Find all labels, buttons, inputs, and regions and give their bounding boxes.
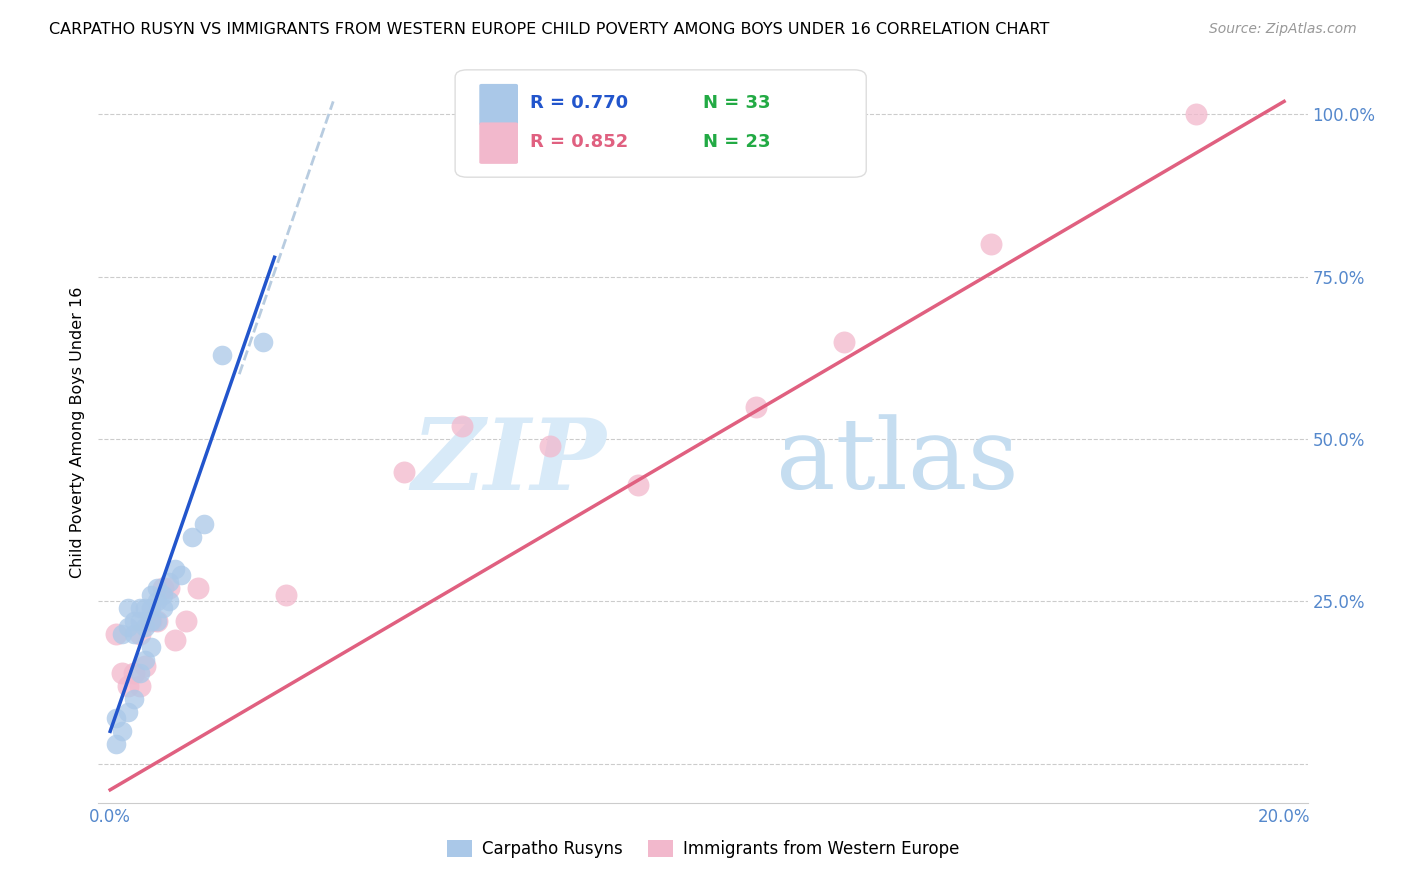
Point bbox=[134, 653, 156, 667]
Text: CARPATHO RUSYN VS IMMIGRANTS FROM WESTERN EUROPE CHILD POVERTY AMONG BOYS UNDER : CARPATHO RUSYN VS IMMIGRANTS FROM WESTER… bbox=[49, 22, 1050, 37]
Text: ZIP: ZIP bbox=[412, 414, 606, 510]
Text: N = 23: N = 23 bbox=[703, 133, 770, 151]
Point bbox=[111, 665, 134, 680]
Point bbox=[152, 582, 174, 596]
Text: R = 0.770: R = 0.770 bbox=[530, 95, 628, 112]
Point bbox=[122, 665, 145, 680]
Y-axis label: Child Poverty Among Boys Under 16: Child Poverty Among Boys Under 16 bbox=[69, 287, 84, 578]
Point bbox=[211, 348, 233, 362]
Text: N = 33: N = 33 bbox=[703, 95, 770, 112]
Point bbox=[117, 679, 139, 693]
Point bbox=[122, 627, 145, 641]
Point bbox=[128, 614, 150, 628]
Text: Source: ZipAtlas.com: Source: ZipAtlas.com bbox=[1209, 22, 1357, 37]
Point bbox=[146, 614, 169, 628]
Text: R = 0.852: R = 0.852 bbox=[530, 133, 628, 151]
Text: atlas: atlas bbox=[776, 415, 1018, 510]
Point bbox=[276, 588, 298, 602]
FancyBboxPatch shape bbox=[479, 122, 517, 164]
Point bbox=[117, 601, 139, 615]
Point bbox=[163, 562, 186, 576]
Point bbox=[152, 601, 174, 615]
Point bbox=[146, 582, 169, 596]
Point bbox=[451, 419, 474, 434]
Point bbox=[627, 477, 650, 491]
Point bbox=[392, 465, 415, 479]
Legend: Carpatho Rusyns, Immigrants from Western Europe: Carpatho Rusyns, Immigrants from Western… bbox=[440, 833, 966, 865]
Point bbox=[141, 640, 163, 654]
Point bbox=[122, 614, 145, 628]
Point bbox=[128, 665, 150, 680]
Point bbox=[146, 594, 169, 608]
Point bbox=[134, 620, 156, 634]
Point bbox=[152, 588, 174, 602]
Point bbox=[176, 614, 198, 628]
Point bbox=[157, 582, 180, 596]
Point bbox=[141, 588, 163, 602]
Point bbox=[111, 627, 134, 641]
Point bbox=[141, 614, 163, 628]
Point bbox=[141, 614, 163, 628]
Point bbox=[745, 400, 768, 414]
Point bbox=[146, 614, 169, 628]
Point bbox=[105, 737, 128, 751]
Point bbox=[141, 601, 163, 615]
Point bbox=[128, 679, 150, 693]
Point bbox=[128, 601, 150, 615]
Point bbox=[105, 711, 128, 725]
Point bbox=[157, 574, 180, 589]
Point bbox=[117, 620, 139, 634]
FancyBboxPatch shape bbox=[456, 70, 866, 178]
Point bbox=[252, 334, 274, 349]
Point bbox=[187, 582, 209, 596]
Point bbox=[122, 692, 145, 706]
Point bbox=[980, 237, 1002, 252]
Point bbox=[1185, 107, 1208, 121]
Point bbox=[193, 516, 215, 531]
Point bbox=[117, 705, 139, 719]
Point bbox=[105, 627, 128, 641]
Point bbox=[111, 724, 134, 739]
Point bbox=[832, 334, 855, 349]
Point bbox=[181, 529, 204, 543]
Point bbox=[157, 594, 180, 608]
Point bbox=[538, 439, 561, 453]
Point bbox=[163, 633, 186, 648]
Point bbox=[134, 601, 156, 615]
FancyBboxPatch shape bbox=[479, 84, 517, 126]
Point bbox=[169, 568, 191, 582]
Point bbox=[128, 627, 150, 641]
Point bbox=[134, 659, 156, 673]
